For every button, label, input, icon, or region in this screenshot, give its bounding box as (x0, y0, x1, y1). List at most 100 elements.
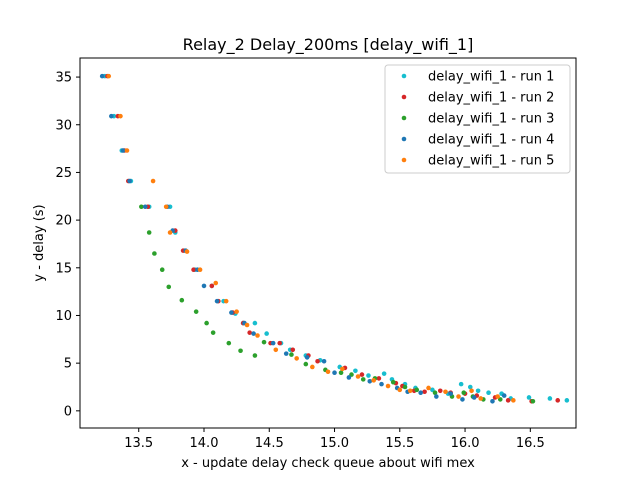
data-point-run-5 (234, 309, 239, 314)
data-point-run-3 (179, 297, 185, 303)
legend-label-run-3: delay_wifi_1 - run 3 (428, 112, 554, 127)
data-point-run-1 (547, 396, 553, 401)
y-tick-label: 20 (55, 214, 72, 229)
data-point-run-5 (124, 148, 130, 153)
data-point-run-4 (201, 283, 207, 289)
data-point-run-4 (214, 298, 220, 304)
data-point-run-3 (402, 384, 408, 390)
y-tick-label: 5 (64, 357, 72, 372)
data-point-run-4 (321, 358, 327, 364)
data-point-run-4 (346, 375, 352, 380)
data-point-run-5 (163, 204, 169, 210)
data-point-run-3 (210, 330, 216, 335)
data-point-run-4 (142, 204, 148, 210)
legend-marker-run-4 (401, 136, 407, 142)
data-point-run-4 (448, 391, 453, 396)
y-tick-label: 15 (55, 261, 72, 276)
data-point-run-1 (381, 371, 387, 376)
data-point-run-4 (490, 399, 495, 404)
data-point-run-4 (501, 393, 507, 398)
data-point-run-5 (255, 333, 260, 338)
x-tick-label: 15.0 (320, 436, 349, 451)
x-tick-label: 15.5 (385, 436, 414, 451)
data-point-run-2 (315, 358, 320, 364)
data-point-run-3 (390, 379, 396, 385)
data-point-run-4 (434, 394, 439, 399)
data-point-run-4 (99, 73, 105, 79)
data-point-run-2 (437, 388, 443, 394)
data-point-run-2 (191, 267, 196, 273)
data-point-run-1 (526, 395, 532, 400)
x-tick-label: 14.0 (190, 436, 219, 451)
data-point-run-5 (340, 366, 345, 372)
legend: delay_wifi_1 - run 1 delay_wifi_1 - run 2… (384, 64, 571, 174)
data-point-run-4 (270, 340, 276, 346)
data-point-run-3 (360, 377, 366, 382)
data-point-run-4 (120, 148, 126, 153)
x-tick-label: 14.5 (255, 436, 284, 451)
data-point-run-2 (422, 389, 427, 395)
data-point-run-5 (469, 388, 474, 394)
data-point-run-5 (213, 280, 219, 286)
x-axis-ticks: 13.5 14.0 14.5 15.0 15.5 16.0 16.5 (124, 428, 545, 451)
y-tick-label: 0 (64, 404, 72, 419)
data-point-run-5 (106, 73, 112, 79)
data-point-run-5 (407, 388, 413, 394)
x-tick-label: 16.0 (451, 436, 480, 451)
data-point-run-3 (261, 339, 267, 345)
data-point-run-1 (564, 398, 570, 403)
legend-marker-run-1 (401, 73, 407, 79)
data-point-run-5 (371, 378, 376, 383)
plot-frame (79, 57, 577, 429)
data-point-run-3 (159, 267, 165, 273)
data-point-run-5 (294, 356, 299, 361)
data-point-run-1 (353, 368, 358, 374)
data-point-run-4 (471, 395, 477, 400)
y-axis-label: y - delay (s) (32, 204, 47, 281)
legend-label-run-1: delay_wifi_1 - run 1 (428, 70, 554, 85)
data-point-run-5 (184, 249, 190, 254)
data-point-run-2 (359, 372, 365, 377)
y-axis-ticks: 0 5 10 15 20 25 30 35 (55, 71, 80, 419)
data-point-run-3 (303, 361, 309, 367)
legend-marker-run-5 (401, 157, 407, 163)
data-point-run-4 (283, 351, 289, 356)
data-point-run-2 (247, 330, 252, 335)
data-point-run-4 (460, 397, 465, 402)
data-point-run-1 (475, 388, 481, 394)
data-point-run-1 (467, 384, 473, 390)
y-tick-label: 35 (55, 71, 72, 86)
data-point-run-5 (385, 383, 391, 389)
data-point-run-3 (166, 284, 172, 290)
data-point-run-5 (273, 347, 279, 353)
data-point-run-4 (379, 381, 384, 387)
data-point-run-3 (530, 399, 536, 404)
data-point-run-5 (397, 387, 403, 393)
data-point-run-5 (118, 113, 123, 119)
data-point-run-4 (127, 178, 132, 184)
legend-marker-run-3 (401, 115, 407, 121)
points-layer (99, 73, 570, 404)
data-point-run-1 (264, 331, 269, 336)
chart-title: Relay_2 Delay_200ms [delay_wifi_1] (183, 35, 474, 55)
data-point-run-5 (310, 364, 315, 370)
data-point-run-5 (355, 374, 361, 379)
data-point-run-1 (366, 373, 371, 378)
legend-label-run-4: delay_wifi_1 - run 4 (428, 133, 554, 148)
data-point-run-2 (277, 340, 283, 346)
data-point-run-5 (443, 389, 448, 395)
legend-entries: delay_wifi_1 - run 1 delay_wifi_1 - run 2… (401, 70, 554, 169)
data-point-run-3 (152, 251, 157, 256)
legend-label-run-5: delay_wifi_1 - run 5 (428, 154, 554, 169)
data-point-run-2 (505, 398, 511, 403)
data-point-run-3 (204, 320, 209, 326)
data-point-run-3 (193, 309, 199, 314)
data-point-run-4 (229, 310, 234, 315)
data-point-run-5 (150, 178, 156, 184)
data-point-run-5 (478, 396, 484, 401)
data-point-run-3 (414, 387, 420, 393)
data-point-run-4 (251, 331, 256, 336)
data-point-run-1 (458, 381, 464, 387)
data-point-run-2 (376, 376, 382, 381)
